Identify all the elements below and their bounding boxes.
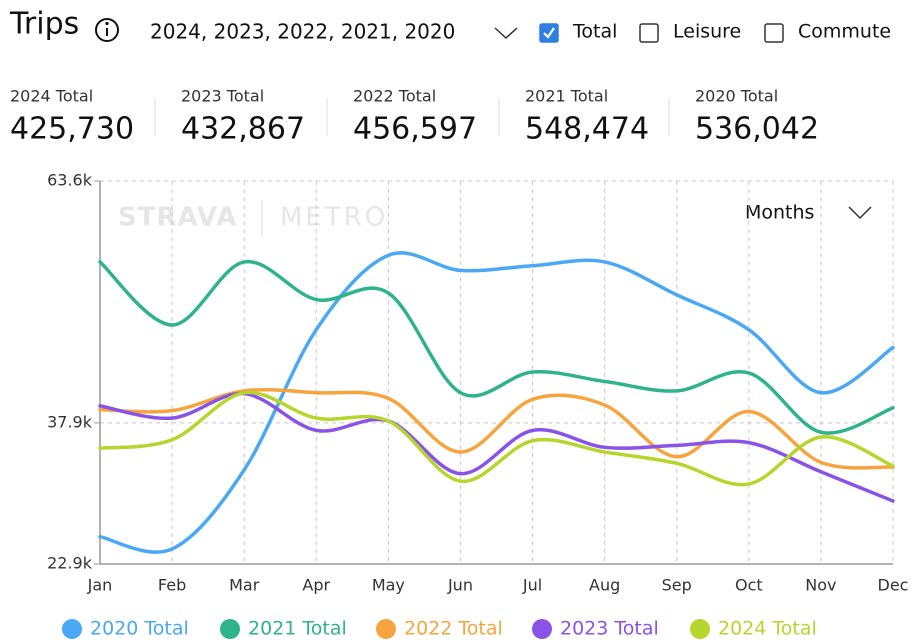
legend-label[interactable]: 2022 Total (404, 618, 503, 640)
legend-swatch[interactable] (220, 619, 240, 639)
y-tick-label: 22.9k (47, 554, 93, 573)
stat-label: 2021 Total (525, 87, 608, 106)
filter-label[interactable]: Commute (798, 21, 891, 43)
x-tick-label: Sep (662, 576, 692, 595)
series-line (98, 251, 895, 554)
title: Trips (9, 7, 79, 42)
dropdown-chevron[interactable] (494, 27, 518, 40)
x-tick-label: Apr (302, 576, 330, 595)
series-line (98, 387, 895, 470)
period-select[interactable]: Months (745, 202, 814, 224)
filter-label[interactable]: Total (572, 21, 617, 43)
legend-label[interactable]: 2020 Total (90, 618, 189, 640)
legend-swatch[interactable] (690, 619, 710, 639)
stat-label: 2023 Total (181, 87, 264, 106)
checkbox[interactable] (764, 23, 784, 43)
series-line (98, 260, 895, 435)
stat-value: 548,474 (525, 112, 649, 147)
stat-value: 536,042 (695, 112, 819, 147)
x-tick-label: Aug (589, 576, 620, 595)
legend-swatch[interactable] (532, 619, 552, 639)
check-mark (543, 27, 555, 39)
x-tick-label: May (372, 576, 405, 595)
stat-value: 456,597 (353, 112, 477, 147)
legend-swatch[interactable] (62, 619, 82, 639)
legend-label[interactable]: 2021 Total (248, 618, 347, 640)
stat-label: 2024 Total (10, 87, 93, 106)
watermark: STRAVA (118, 203, 237, 233)
info-icon[interactable] (95, 18, 119, 42)
x-tick-label: Jan (87, 576, 113, 595)
y-tick-label: 63.6k (47, 171, 93, 190)
dropdown-chevron[interactable] (848, 206, 872, 220)
y-tick-label: 37.9k (47, 412, 93, 431)
filter-label[interactable]: Leisure (673, 21, 741, 43)
x-tick-label: Jun (447, 576, 473, 595)
checkbox[interactable] (539, 23, 559, 43)
watermark: METRO (280, 203, 388, 233)
series-line (98, 390, 895, 487)
legend-swatch[interactable] (376, 619, 396, 639)
x-tick-label: Feb (158, 576, 186, 595)
year-select[interactable]: 2024, 2023, 2022, 2021, 2020 (150, 20, 455, 44)
x-tick-label: Oct (735, 576, 763, 595)
stat-value: 425,730 (10, 112, 134, 147)
series-line (98, 391, 895, 503)
legend-label[interactable]: 2023 Total (560, 618, 659, 640)
x-tick-label: Dec (878, 576, 909, 595)
x-tick-label: Nov (805, 576, 836, 595)
stat-label: 2020 Total (695, 87, 778, 106)
x-tick-label: Jul (522, 576, 542, 595)
x-tick-label: Mar (229, 576, 260, 595)
stat-label: 2022 Total (353, 87, 436, 106)
stat-value: 432,867 (181, 112, 305, 147)
legend-label[interactable]: 2024 Total (718, 618, 817, 640)
checkbox[interactable] (639, 23, 659, 43)
